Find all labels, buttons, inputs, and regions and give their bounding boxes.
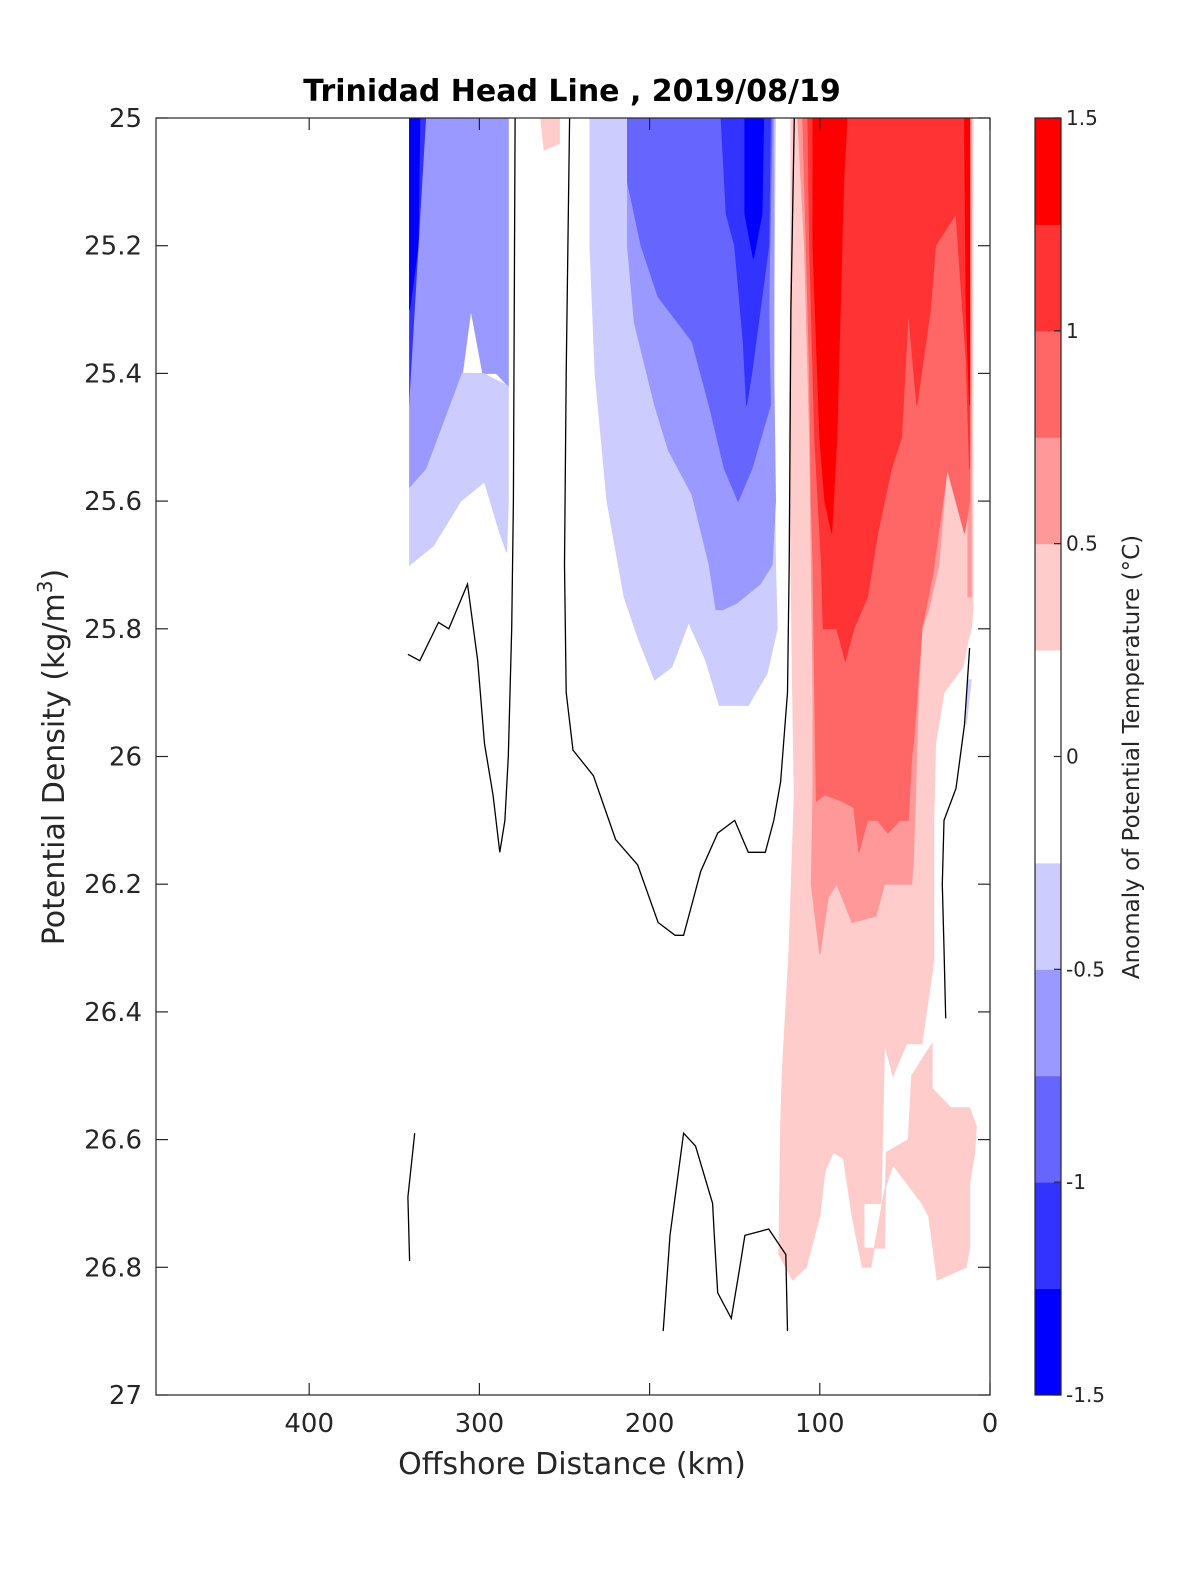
colorbar-block (1035, 543, 1061, 651)
x-tick-label: 0 (982, 1409, 999, 1439)
colorbar-label: Anomaly of Potential Temperature (°C) (1119, 535, 1145, 979)
zero-contour-line-0 (407, 118, 516, 853)
colorbar-block (1035, 437, 1061, 545)
colorbar-block (1035, 1288, 1061, 1396)
contour-region-3 (409, 372, 509, 566)
colorbar-tick-label: -1 (1066, 1170, 1086, 1194)
y-tick-label: 25.4 (84, 359, 142, 389)
colorbar: -1.5 -1 -0.5 0 0.5 1 1.5 Anomaly of Potential … (1034, 106, 1145, 1407)
colorbar-tick-label: 1 (1066, 319, 1079, 343)
y-tick-label: 27 (109, 1381, 142, 1411)
colorbar-tick-label: 0 (1066, 745, 1079, 769)
contour-region-14 (812, 118, 848, 534)
y-tick-label: 26 (109, 743, 142, 773)
colorbar-block (1035, 1182, 1061, 1290)
zero-contour-line-1 (563, 118, 795, 936)
x-axis-ticks: 400 300 200 100 0 (284, 118, 998, 1439)
colorbar-tick-label: 1.5 (1066, 106, 1098, 130)
colorbar-tick-label: 0.5 (1066, 532, 1098, 556)
y-tick-label: 25 (109, 104, 142, 134)
colorbar-block (1035, 1075, 1061, 1183)
chart-title: Trinidad Head Line , 2019/08/19 (303, 74, 840, 109)
colorbar-block (1035, 224, 1061, 332)
y-axis-label-text: Potential Density (kg/m (37, 593, 72, 945)
y-axis-label-superscript: 3 (33, 580, 57, 593)
contour-region-2 (409, 118, 509, 490)
x-tick-label: 300 (455, 1409, 505, 1439)
zero-contour-line-4 (662, 1131, 789, 1332)
x-tick-label: 100 (795, 1409, 845, 1439)
contour-region-4 (540, 118, 560, 151)
x-tick-label: 400 (284, 1409, 334, 1439)
colorbar-tick-label: -1.5 (1066, 1383, 1105, 1407)
colorbar-block (1035, 969, 1061, 1077)
plot-area: 400 300 200 100 0 25 25.2 25.4 25.6 25.8 26 26.2 26… (84, 104, 998, 1439)
y-axis-ticks: 25 25.2 25.4 25.6 25.8 26 26.2 26.4 26.6 26.8 27 (84, 104, 990, 1411)
y-tick-label: 26.2 (84, 870, 142, 900)
y-tick-label: 26.8 (84, 1253, 142, 1283)
y-tick-label: 25.6 (84, 487, 142, 517)
colorbar-blocks (1035, 118, 1061, 1396)
y-tick-label: 26.4 (84, 998, 142, 1028)
contour-region-1 (409, 118, 421, 310)
filled-contour-regions (409, 118, 977, 1281)
colorbar-block (1035, 118, 1061, 225)
colorbar-tick-label: -0.5 (1066, 957, 1105, 981)
contour-region-9 (744, 118, 765, 259)
colorbar-ticks: -1.5 -1 -0.5 0 0.5 1 1.5 (1054, 106, 1105, 1407)
contour-region-15 (963, 118, 971, 406)
y-tick-label: 25.8 (84, 615, 142, 645)
y-tick-label: 26.6 (84, 1126, 142, 1156)
contour-region-13 (807, 118, 971, 663)
zero-contour-lines (407, 118, 971, 1332)
x-axis-label: Offshore Distance (km) (398, 1447, 746, 1482)
colorbar-block (1035, 862, 1061, 970)
y-axis-label-tail: ) (37, 569, 72, 581)
zero-contour-line-3 (407, 1133, 416, 1261)
y-tick-label: 25.2 (84, 232, 142, 262)
y-axis-label: Potential Density (kg/m3) (33, 569, 72, 945)
colorbar-block (1035, 330, 1061, 438)
zero-contour-line-2 (941, 647, 971, 1019)
x-tick-label: 200 (625, 1409, 675, 1439)
contour-region-16 (965, 679, 972, 725)
